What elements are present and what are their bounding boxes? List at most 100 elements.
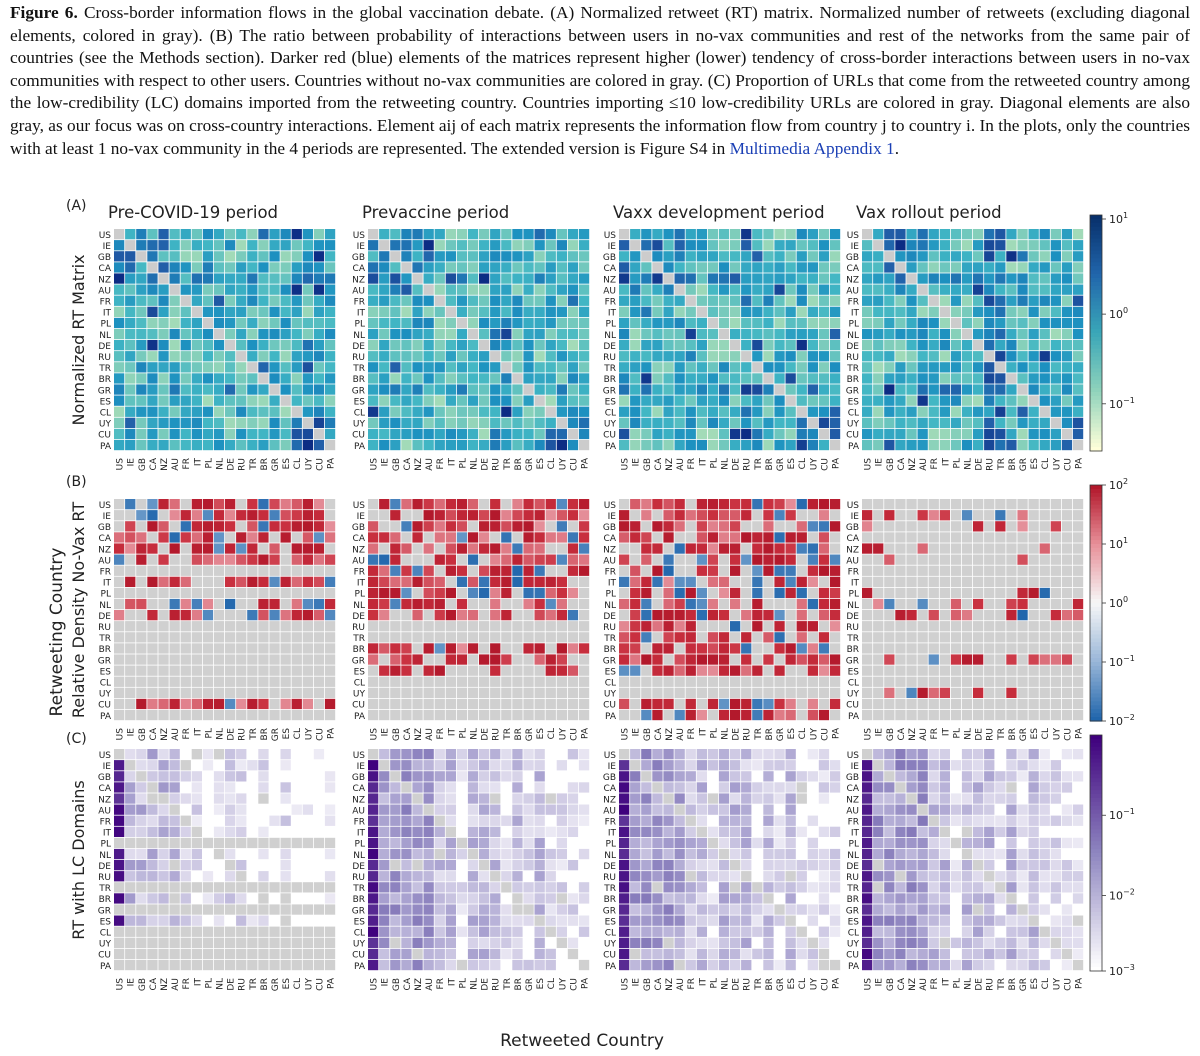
matrix-cell bbox=[490, 860, 501, 871]
matrix-cell bbox=[652, 882, 663, 893]
matrix-cell bbox=[1072, 521, 1084, 532]
matrix-cell bbox=[730, 860, 741, 871]
matrix-cell bbox=[434, 915, 445, 926]
matrix-cell bbox=[423, 532, 434, 543]
matrix-cell bbox=[379, 687, 390, 698]
matrix-cell bbox=[741, 904, 752, 915]
matrix-cell bbox=[873, 793, 884, 804]
matrix-cell bbox=[829, 882, 841, 893]
matrix-cell bbox=[796, 871, 807, 882]
matrix-cell bbox=[556, 395, 567, 406]
matrix-cell bbox=[619, 362, 630, 373]
matrix-cell bbox=[796, 760, 807, 771]
matrix-cell bbox=[1017, 395, 1028, 406]
matrix-cell bbox=[423, 428, 434, 440]
matrix-cell bbox=[213, 948, 225, 960]
matrix-cell bbox=[269, 362, 280, 373]
matrix-cell bbox=[973, 654, 984, 665]
matrix-cell bbox=[423, 521, 434, 532]
matrix-cell bbox=[807, 860, 818, 871]
matrix-cell bbox=[741, 306, 752, 317]
matrix-cell bbox=[630, 510, 641, 521]
matrix-cell bbox=[512, 893, 523, 904]
matrix-cell bbox=[884, 698, 895, 710]
matrix-cell bbox=[136, 510, 147, 521]
matrix-cell bbox=[412, 406, 423, 417]
y-tick-label: NL bbox=[99, 331, 111, 341]
matrix-cell bbox=[467, 632, 479, 643]
matrix-cell bbox=[423, 351, 434, 362]
matrix-cell bbox=[247, 676, 258, 687]
matrix-cell bbox=[280, 882, 291, 893]
matrix-cell bbox=[479, 698, 490, 710]
matrix-cell bbox=[807, 295, 818, 306]
matrix-cell bbox=[619, 782, 630, 793]
matrix-cell bbox=[136, 373, 147, 384]
matrix-cell bbox=[445, 373, 456, 384]
matrix-cell bbox=[291, 532, 302, 543]
matrix-cell bbox=[523, 554, 534, 565]
matrix-cell bbox=[619, 576, 630, 587]
x-tick-label: CL bbox=[1041, 728, 1051, 739]
matrix-cell bbox=[368, 837, 379, 849]
matrix-cell bbox=[630, 521, 641, 532]
matrix-cell bbox=[180, 439, 191, 451]
matrix-cell bbox=[247, 510, 258, 521]
matrix-cell bbox=[125, 643, 136, 654]
matrix-cell bbox=[324, 915, 336, 926]
matrix-cell bbox=[663, 687, 674, 698]
matrix-cell bbox=[136, 904, 147, 915]
matrix-cell bbox=[445, 815, 456, 826]
matrix-cell bbox=[752, 295, 763, 306]
matrix-cell bbox=[147, 384, 158, 395]
matrix-cell bbox=[545, 395, 556, 406]
matrix-cell bbox=[718, 915, 730, 926]
matrix-cell bbox=[501, 782, 512, 793]
matrix-cell bbox=[125, 948, 136, 960]
matrix-cell bbox=[1028, 273, 1039, 284]
matrix-cell bbox=[379, 676, 390, 687]
matrix-cell bbox=[730, 395, 741, 406]
matrix-cell bbox=[147, 521, 158, 532]
matrix-cell bbox=[501, 959, 512, 971]
matrix-cell bbox=[213, 554, 225, 565]
matrix-cell bbox=[752, 428, 763, 440]
matrix-cell bbox=[1061, 284, 1073, 295]
matrix-cell bbox=[663, 654, 674, 665]
matrix-cell bbox=[291, 915, 302, 926]
matrix-cell bbox=[412, 273, 423, 284]
matrix-cell bbox=[313, 826, 325, 837]
matrix-cell bbox=[950, 317, 962, 329]
matrix-cell bbox=[619, 621, 630, 632]
matrix-cell bbox=[545, 295, 556, 306]
matrix-cell bbox=[236, 284, 247, 295]
matrix-cell bbox=[291, 543, 302, 554]
matrix-cell bbox=[225, 284, 236, 295]
matrix-cell bbox=[630, 610, 641, 621]
y-tick-label: BR bbox=[99, 895, 111, 905]
matrix-cell bbox=[895, 709, 906, 721]
appendix-link[interactable]: Multimedia Appendix 1 bbox=[729, 138, 895, 158]
matrix-cell bbox=[467, 760, 479, 771]
matrix-cell bbox=[302, 317, 313, 329]
matrix-cell bbox=[730, 240, 741, 251]
matrix-cell bbox=[995, 306, 1006, 317]
matrix-cell bbox=[280, 904, 291, 915]
matrix-cell bbox=[674, 439, 685, 451]
matrix-cell bbox=[291, 598, 302, 610]
matrix-cell bbox=[545, 240, 556, 251]
y-tick-label: FR bbox=[848, 567, 859, 577]
matrix-cell bbox=[785, 610, 796, 621]
matrix-cell bbox=[258, 439, 269, 451]
matrix-cell bbox=[630, 709, 641, 721]
matrix-cell bbox=[390, 804, 401, 815]
matrix-cell bbox=[191, 893, 202, 904]
matrix-cell bbox=[213, 598, 225, 610]
matrix-cell bbox=[895, 793, 906, 804]
matrix-cell bbox=[995, 395, 1006, 406]
matrix-cell bbox=[180, 815, 191, 826]
matrix-cell bbox=[512, 499, 523, 510]
matrix-cell bbox=[1006, 771, 1017, 782]
matrix-cell bbox=[169, 926, 180, 937]
matrix-cell bbox=[663, 262, 674, 273]
